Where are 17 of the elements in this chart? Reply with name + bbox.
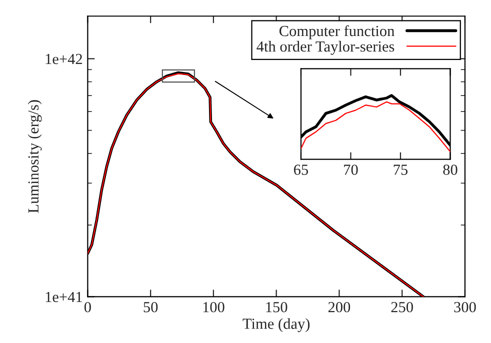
x-tick-label: 80 xyxy=(443,164,458,175)
x-tick-label: 200 xyxy=(328,302,350,312)
y-tick-label: 1e+41 xyxy=(46,292,82,302)
y-axis-title: Luminosity (erg/s) xyxy=(28,100,42,213)
x-axis-title: Time (day) xyxy=(242,318,310,332)
legend-label: Computer function xyxy=(279,25,394,40)
x-tick-label: 250 xyxy=(391,302,413,312)
x-tick-label: 65 xyxy=(294,164,308,175)
y-tick-label: 1e+42 xyxy=(46,54,82,64)
x-tick-label: 75 xyxy=(394,164,408,175)
legend-label: 4th order Taylor-series xyxy=(256,40,394,55)
x-tick-label: 150 xyxy=(266,302,288,312)
x-tick-label: 0 xyxy=(84,302,91,312)
x-tick-label: 100 xyxy=(203,302,224,312)
x-tick-label: 50 xyxy=(144,302,158,312)
x-tick-label: 70 xyxy=(344,164,358,175)
x-tick-label: 300 xyxy=(454,302,476,312)
